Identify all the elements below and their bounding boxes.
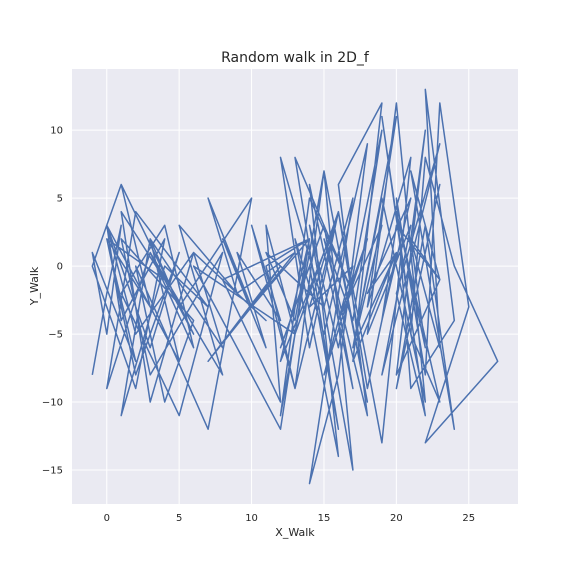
- x-axis-label: X_Walk: [275, 526, 315, 539]
- y-tick-label: 10: [50, 126, 63, 137]
- series-lines: [91, 88, 499, 485]
- y-tick-label: −5: [48, 330, 63, 341]
- x-tick-label: 5: [176, 513, 182, 524]
- y-axis-label: Y_Walk: [28, 266, 41, 306]
- x-tick-label: 25: [462, 513, 475, 524]
- x-tick-label: 15: [318, 513, 331, 524]
- walk-series-line: [91, 88, 499, 485]
- y-tick-label: −10: [42, 398, 63, 409]
- plot-area: [72, 69, 518, 504]
- x-tick-label: 20: [390, 513, 403, 524]
- x-tick-label: 10: [245, 513, 258, 524]
- y-tick-label: 0: [57, 262, 63, 273]
- y-tick-label: −15: [42, 466, 63, 477]
- chart-title: Random walk in 2D_f: [221, 50, 370, 66]
- tick-labels: 0 5 10 15 20 25 −15 −10 −5 0 5 10: [42, 126, 475, 524]
- y-tick-label: 5: [57, 194, 63, 205]
- x-tick-label: 0: [104, 513, 110, 524]
